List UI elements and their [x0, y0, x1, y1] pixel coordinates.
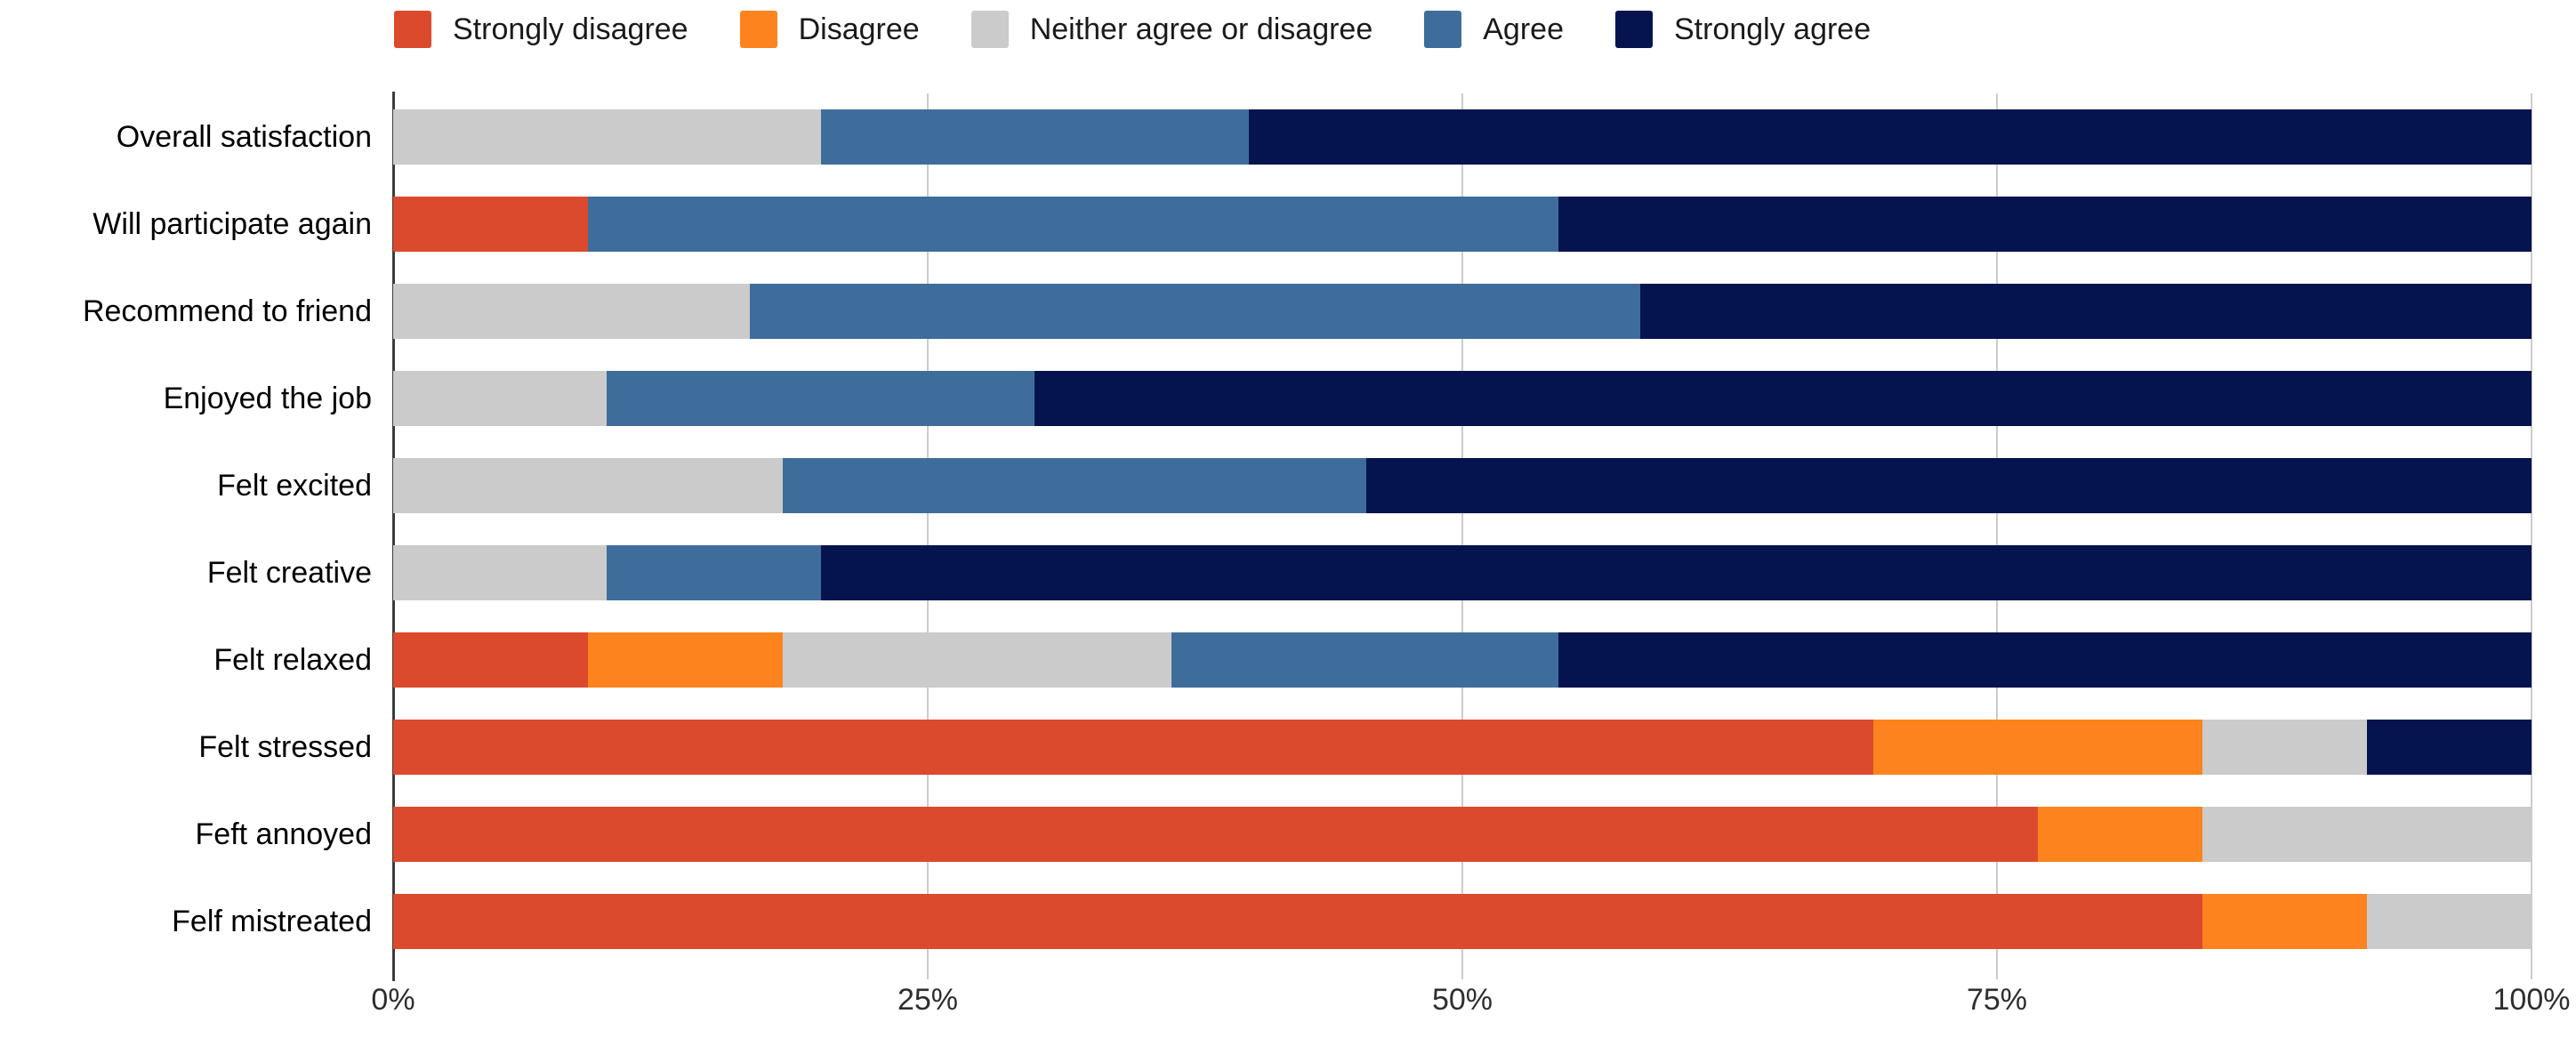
category-label: Felt creative	[206, 555, 372, 590]
bar-row-feft-annoyed: Feft annoyed	[196, 791, 2532, 878]
category-label: Enjoyed the job	[163, 381, 372, 415]
x-gridline-100	[2531, 93, 2532, 979]
segment-neither-agree-or-disagree	[782, 632, 1172, 688]
category-label: Feft annoyed	[195, 817, 372, 851]
bar-row-felt-excited: Felt excited	[217, 442, 2532, 529]
stacked-bar	[393, 720, 2532, 775]
x-gridline-50	[1461, 93, 1463, 979]
segment-agree	[1171, 632, 1559, 688]
segment-agree	[607, 545, 821, 600]
stacked-bar	[393, 284, 2532, 339]
segment-strongly-agree	[1365, 458, 2532, 513]
segment-strongly-disagree	[393, 894, 2202, 949]
segment-strongly-agree	[1034, 371, 2532, 426]
category-label: Will participate again	[93, 206, 372, 241]
bar-row-felf-mistreated: Felf mistreated	[172, 878, 2532, 965]
segment-strongly-agree	[1248, 109, 2532, 165]
segment-disagree	[1872, 720, 2202, 775]
stacked-bar	[393, 807, 2532, 862]
stacked-bar	[393, 458, 2532, 513]
x-tick-label-50: 50%	[1431, 983, 1493, 1017]
x-tick-label-100: 100%	[2492, 983, 2571, 1017]
segment-agree	[750, 284, 1640, 339]
legend-swatch-icon	[1424, 11, 1462, 48]
stacked-bar	[393, 109, 2532, 165]
segment-agree	[587, 197, 1559, 252]
segment-neither-agree-or-disagree	[393, 109, 821, 165]
segment-agree	[782, 458, 1366, 513]
segment-strongly-disagree	[393, 720, 1873, 775]
segment-strongly-disagree	[393, 807, 2038, 862]
segment-strongly-agree	[1558, 197, 2532, 252]
segment-strongly-agree	[2366, 720, 2532, 775]
bar-row-will-participate-again: Will participate again	[93, 181, 2532, 268]
bar-row-felt-relaxed: Felt relaxed	[213, 616, 2532, 704]
chart-legend: Strongly disagree Disagree Neither agree o…	[394, 11, 1871, 48]
x-gridline-75	[1996, 93, 1998, 979]
bar-row-felt-stressed: Felt stressed	[198, 704, 2532, 791]
segment-strongly-agree	[820, 545, 2532, 600]
segment-strongly-agree	[1558, 632, 2532, 688]
segment-neither-agree-or-disagree	[2202, 720, 2367, 775]
bar-row-felt-creative: Felt creative	[207, 529, 2532, 616]
bar-row-overall-satisfaction: Overall satisfaction	[117, 93, 2532, 181]
legend-item-disagree: Disagree	[739, 11, 920, 48]
legend-swatch-icon	[394, 11, 431, 48]
bar-row-recommend-to-friend: Recommend to friend	[83, 268, 2532, 355]
plot-area: 0% 25% 50% 75% 100% Overall satisfaction Will …	[83, 92, 2570, 1017]
legend-label: Agree	[1483, 12, 1564, 46]
legend-item-agree: Agree	[1424, 11, 1564, 48]
legend-item-strongly-disagree: Strongly disagree	[394, 11, 688, 48]
segment-disagree	[587, 632, 783, 688]
segment-disagree	[2202, 894, 2367, 949]
category-label: Overall satisfaction	[116, 119, 372, 154]
category-label: Recommend to friend	[82, 294, 372, 328]
segment-disagree	[2037, 807, 2202, 862]
category-label: Felf mistreated	[172, 904, 372, 938]
segment-neither-agree-or-disagree	[393, 545, 608, 600]
segment-neither-agree-or-disagree	[393, 458, 783, 513]
x-gridline-25	[927, 93, 929, 979]
segment-neither-agree-or-disagree	[393, 284, 751, 339]
legend-label: Strongly disagree	[453, 12, 688, 46]
category-label: Felt relaxed	[213, 642, 372, 677]
stacked-bar	[393, 894, 2532, 949]
x-tick-label-25: 25%	[897, 983, 959, 1017]
segment-strongly-disagree	[393, 197, 588, 252]
segment-neither-agree-or-disagree	[2366, 894, 2532, 949]
category-label: Felt excited	[217, 468, 372, 503]
legend-swatch-icon	[970, 11, 1009, 48]
legend-label: Strongly agree	[1673, 12, 1872, 46]
legend-swatch-icon	[739, 11, 777, 48]
segment-strongly-disagree	[393, 632, 588, 688]
segment-agree	[820, 109, 1249, 165]
legend-swatch-icon	[1614, 11, 1653, 48]
segment-neither-agree-or-disagree	[2202, 807, 2532, 862]
stacked-bar	[393, 632, 2532, 688]
y-axis-line	[392, 92, 395, 981]
stacked-bar	[393, 545, 2532, 600]
segment-strongly-agree	[1639, 284, 2532, 339]
stacked-bar	[393, 371, 2532, 426]
legend-item-neither-agree-or-disagree: Neither agree or disagree	[970, 11, 1373, 48]
x-tick-label-75: 75%	[1966, 983, 2028, 1017]
bar-row-enjoyed-the-job: Enjoyed the job	[164, 355, 2532, 442]
legend-label: Neither agree or disagree	[1029, 12, 1373, 46]
stacked-bar	[393, 197, 2532, 252]
segment-neither-agree-or-disagree	[393, 371, 608, 426]
x-tick-label-0: 0%	[371, 983, 415, 1017]
segment-agree	[607, 371, 1035, 426]
category-label: Felt stressed	[198, 729, 372, 764]
legend-label: Disagree	[798, 12, 920, 46]
legend-item-strongly-agree: Strongly agree	[1614, 11, 1872, 48]
